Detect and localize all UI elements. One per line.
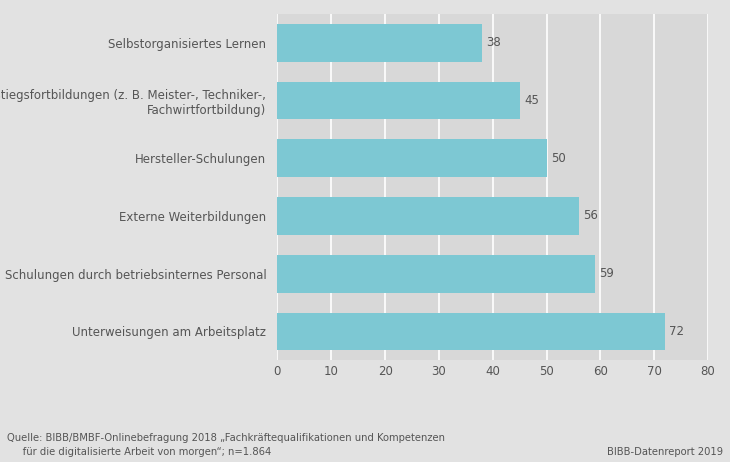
Bar — [277, 82, 520, 119]
Bar — [277, 140, 547, 177]
Text: 45: 45 — [524, 94, 539, 107]
Text: 59: 59 — [599, 267, 614, 280]
Text: 56: 56 — [583, 209, 598, 223]
Text: 50: 50 — [551, 152, 566, 165]
Bar — [277, 24, 482, 61]
Bar — [277, 255, 595, 292]
Text: 38: 38 — [486, 36, 501, 49]
Text: 72: 72 — [669, 325, 684, 338]
Text: Quelle: BIBB/BMBF-Onlinebefragung 2018 „Fachkräftequalifikationen und Kompetenze: Quelle: BIBB/BMBF-Onlinebefragung 2018 „… — [7, 433, 445, 457]
Bar — [277, 313, 665, 350]
Text: BIBB-Datenreport 2019: BIBB-Datenreport 2019 — [607, 447, 723, 457]
Bar — [277, 197, 579, 235]
